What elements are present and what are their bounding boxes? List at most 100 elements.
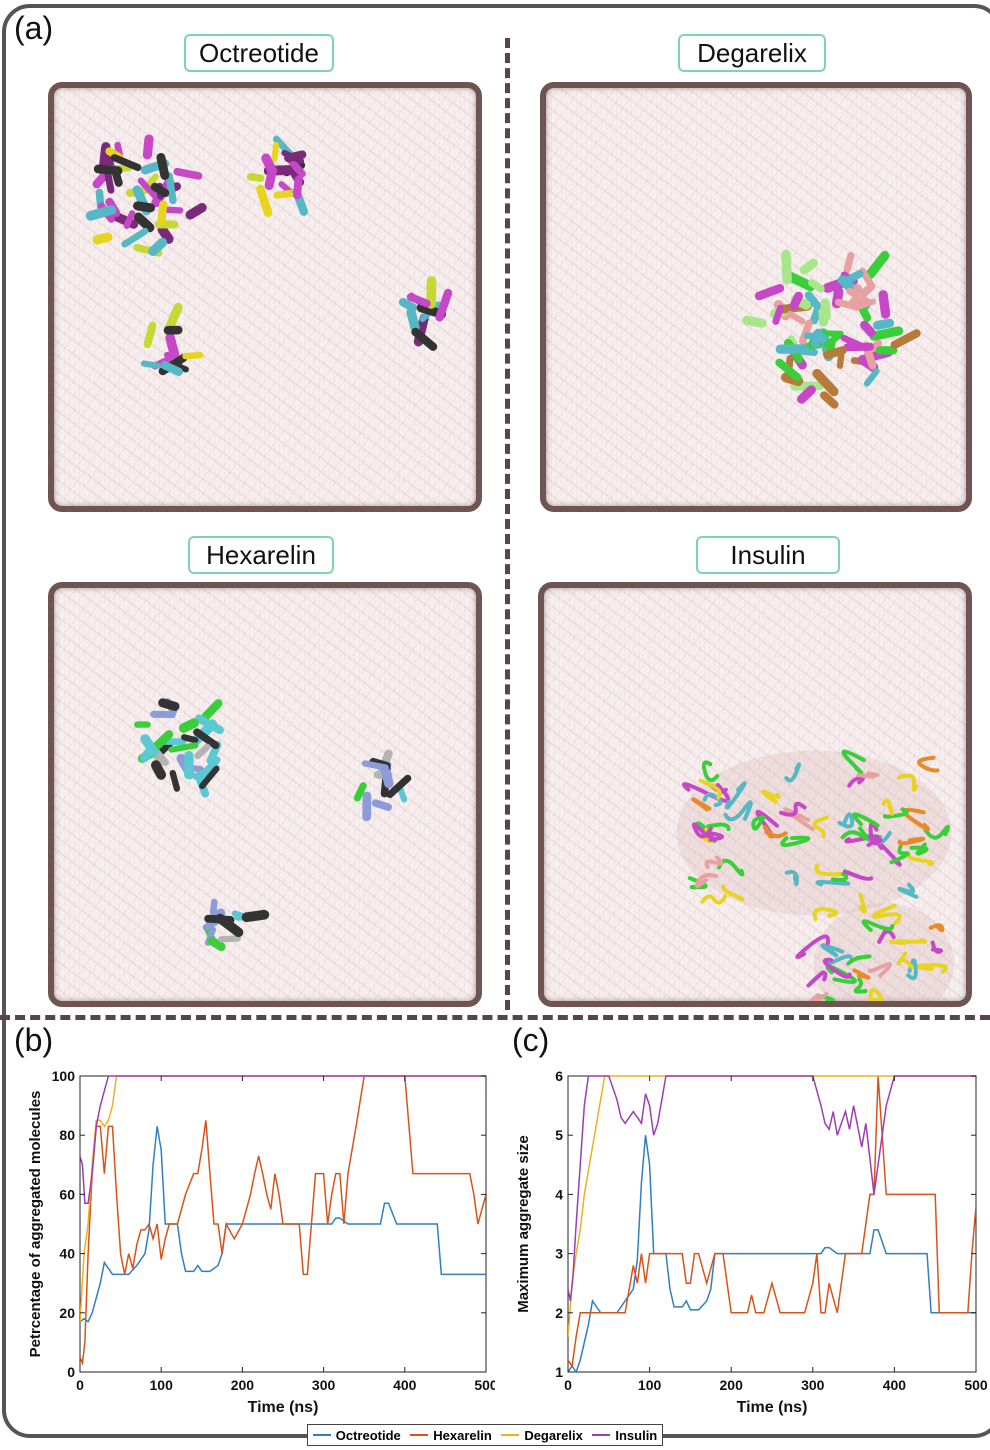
protein-ribbon — [691, 797, 712, 812]
y-tick-label: 60 — [59, 1186, 75, 1202]
peptide-segment — [853, 298, 877, 311]
legend-label: Octreotide — [335, 1427, 401, 1443]
protein-ribbon — [881, 798, 895, 816]
peptide-segment — [284, 150, 307, 163]
peptide-segment — [209, 898, 218, 916]
peptide-segment — [104, 170, 115, 194]
peptide-segment — [168, 742, 199, 753]
peptide-segment — [812, 368, 839, 397]
peptide-segment — [142, 134, 154, 160]
peptide-segment — [241, 909, 270, 923]
peptide-segment — [371, 799, 393, 811]
horizontal-divider — [0, 1015, 990, 1020]
series-line-insulin — [80, 1075, 486, 1205]
series-line-insulin — [568, 1075, 976, 1302]
peptide-segment — [92, 232, 113, 245]
peptide-segment — [207, 936, 226, 952]
protein-ribbon — [842, 869, 874, 881]
protein-ribbon — [751, 815, 766, 831]
peptide-segment — [165, 333, 180, 361]
protein-ribbon — [882, 807, 909, 819]
protein-ribbon — [822, 957, 852, 979]
protein-ribbon — [840, 826, 869, 841]
peptide-segment — [193, 728, 220, 750]
y-tick-label: 80 — [59, 1127, 75, 1143]
sim-label-hexarelin: Hexarelin — [188, 536, 334, 574]
sim-label-octreotide: Octreotide — [184, 34, 334, 72]
protein-ribbon — [847, 775, 865, 788]
y-tick-label: 3 — [555, 1246, 563, 1262]
protein-ribbon — [724, 781, 747, 810]
peptide-segment — [110, 154, 142, 172]
sim-box-hexarelin — [48, 582, 482, 1007]
peptide-segment — [361, 760, 389, 771]
peptide-segment — [781, 249, 792, 285]
molecule-render — [676, 749, 954, 1001]
peptide-segment — [185, 202, 207, 220]
protein-ribbon — [897, 882, 919, 899]
protein-ribbon — [928, 923, 945, 933]
protein-ribbon — [818, 994, 836, 1001]
protein-ribbon — [856, 771, 880, 779]
protein-ribbon — [692, 822, 713, 839]
protein-ribbon — [762, 824, 788, 839]
peptide-segment — [264, 165, 277, 191]
peptide-segment — [878, 290, 891, 319]
x-tick-label: 500 — [474, 1377, 495, 1393]
protein-ribbon — [701, 760, 720, 783]
protein-ribbon — [916, 963, 948, 974]
peptide-segment — [406, 293, 431, 308]
peptide-segment — [157, 224, 174, 244]
sim-box-insulin — [538, 582, 972, 1007]
peptide-segment — [156, 152, 170, 180]
plot-area — [567, 1075, 977, 1373]
x-tick-label: 500 — [964, 1377, 988, 1393]
protein-ribbon — [852, 968, 871, 980]
peptide-segment — [754, 283, 785, 301]
peptide-segment — [797, 385, 816, 404]
y-tick-label: 5 — [555, 1127, 563, 1143]
peptide-segment — [775, 358, 802, 382]
peptide-segment — [398, 298, 418, 312]
sim-box-octreotide — [48, 82, 482, 512]
protein-ribbon — [853, 977, 868, 994]
peptide-segment — [160, 361, 183, 376]
peptide-segment — [148, 237, 168, 256]
protein-ribbon — [897, 836, 926, 846]
peptide-segment — [397, 785, 408, 803]
peptide-segment — [820, 298, 831, 322]
peptide-segment — [286, 156, 306, 178]
x-tick-label: 0 — [76, 1377, 84, 1393]
protein-ribbon — [906, 958, 918, 981]
y-tick-label: 100 — [52, 1068, 76, 1084]
protein-ribbon — [815, 879, 851, 887]
protein-ribbon — [761, 789, 781, 804]
protein-ribbon — [694, 872, 719, 889]
peptide-segment — [173, 167, 203, 180]
peptide-segment — [823, 346, 847, 360]
y-tick-label: 20 — [59, 1305, 75, 1321]
protein-ribbon — [700, 894, 728, 905]
legend-label: Insulin — [615, 1427, 658, 1443]
peptide-segment — [256, 184, 273, 217]
y-tick-label: 6 — [555, 1068, 563, 1084]
peptide-segment — [790, 381, 824, 391]
peptide-segment — [772, 304, 784, 325]
molecule-render — [742, 249, 921, 409]
peptide-segment — [859, 267, 876, 290]
peptide-segment — [799, 258, 818, 275]
peptide-segment — [811, 328, 823, 349]
protein-ribbon — [784, 870, 799, 887]
protein-ribbon — [846, 954, 872, 966]
y-axis-label: Maximum aggregate size — [515, 1135, 532, 1313]
chart-aggregated-percentage: 0 100 200 300 400 500 0 20 40 60 80 100 Time (ns) Pet… — [27, 1068, 495, 1416]
peptide-segment — [836, 350, 845, 369]
protein-ribbon — [902, 807, 930, 832]
legend-item-hexarelin: Hexarelin — [410, 1428, 492, 1443]
peptide-segment — [133, 201, 156, 213]
peptide-segment — [154, 749, 169, 766]
y-axis-label: Petrcentage of aggregated molecules — [27, 1091, 44, 1358]
peptide-segment — [843, 251, 855, 274]
protein-ribbon — [871, 903, 902, 926]
protein-ribbon — [923, 824, 951, 840]
